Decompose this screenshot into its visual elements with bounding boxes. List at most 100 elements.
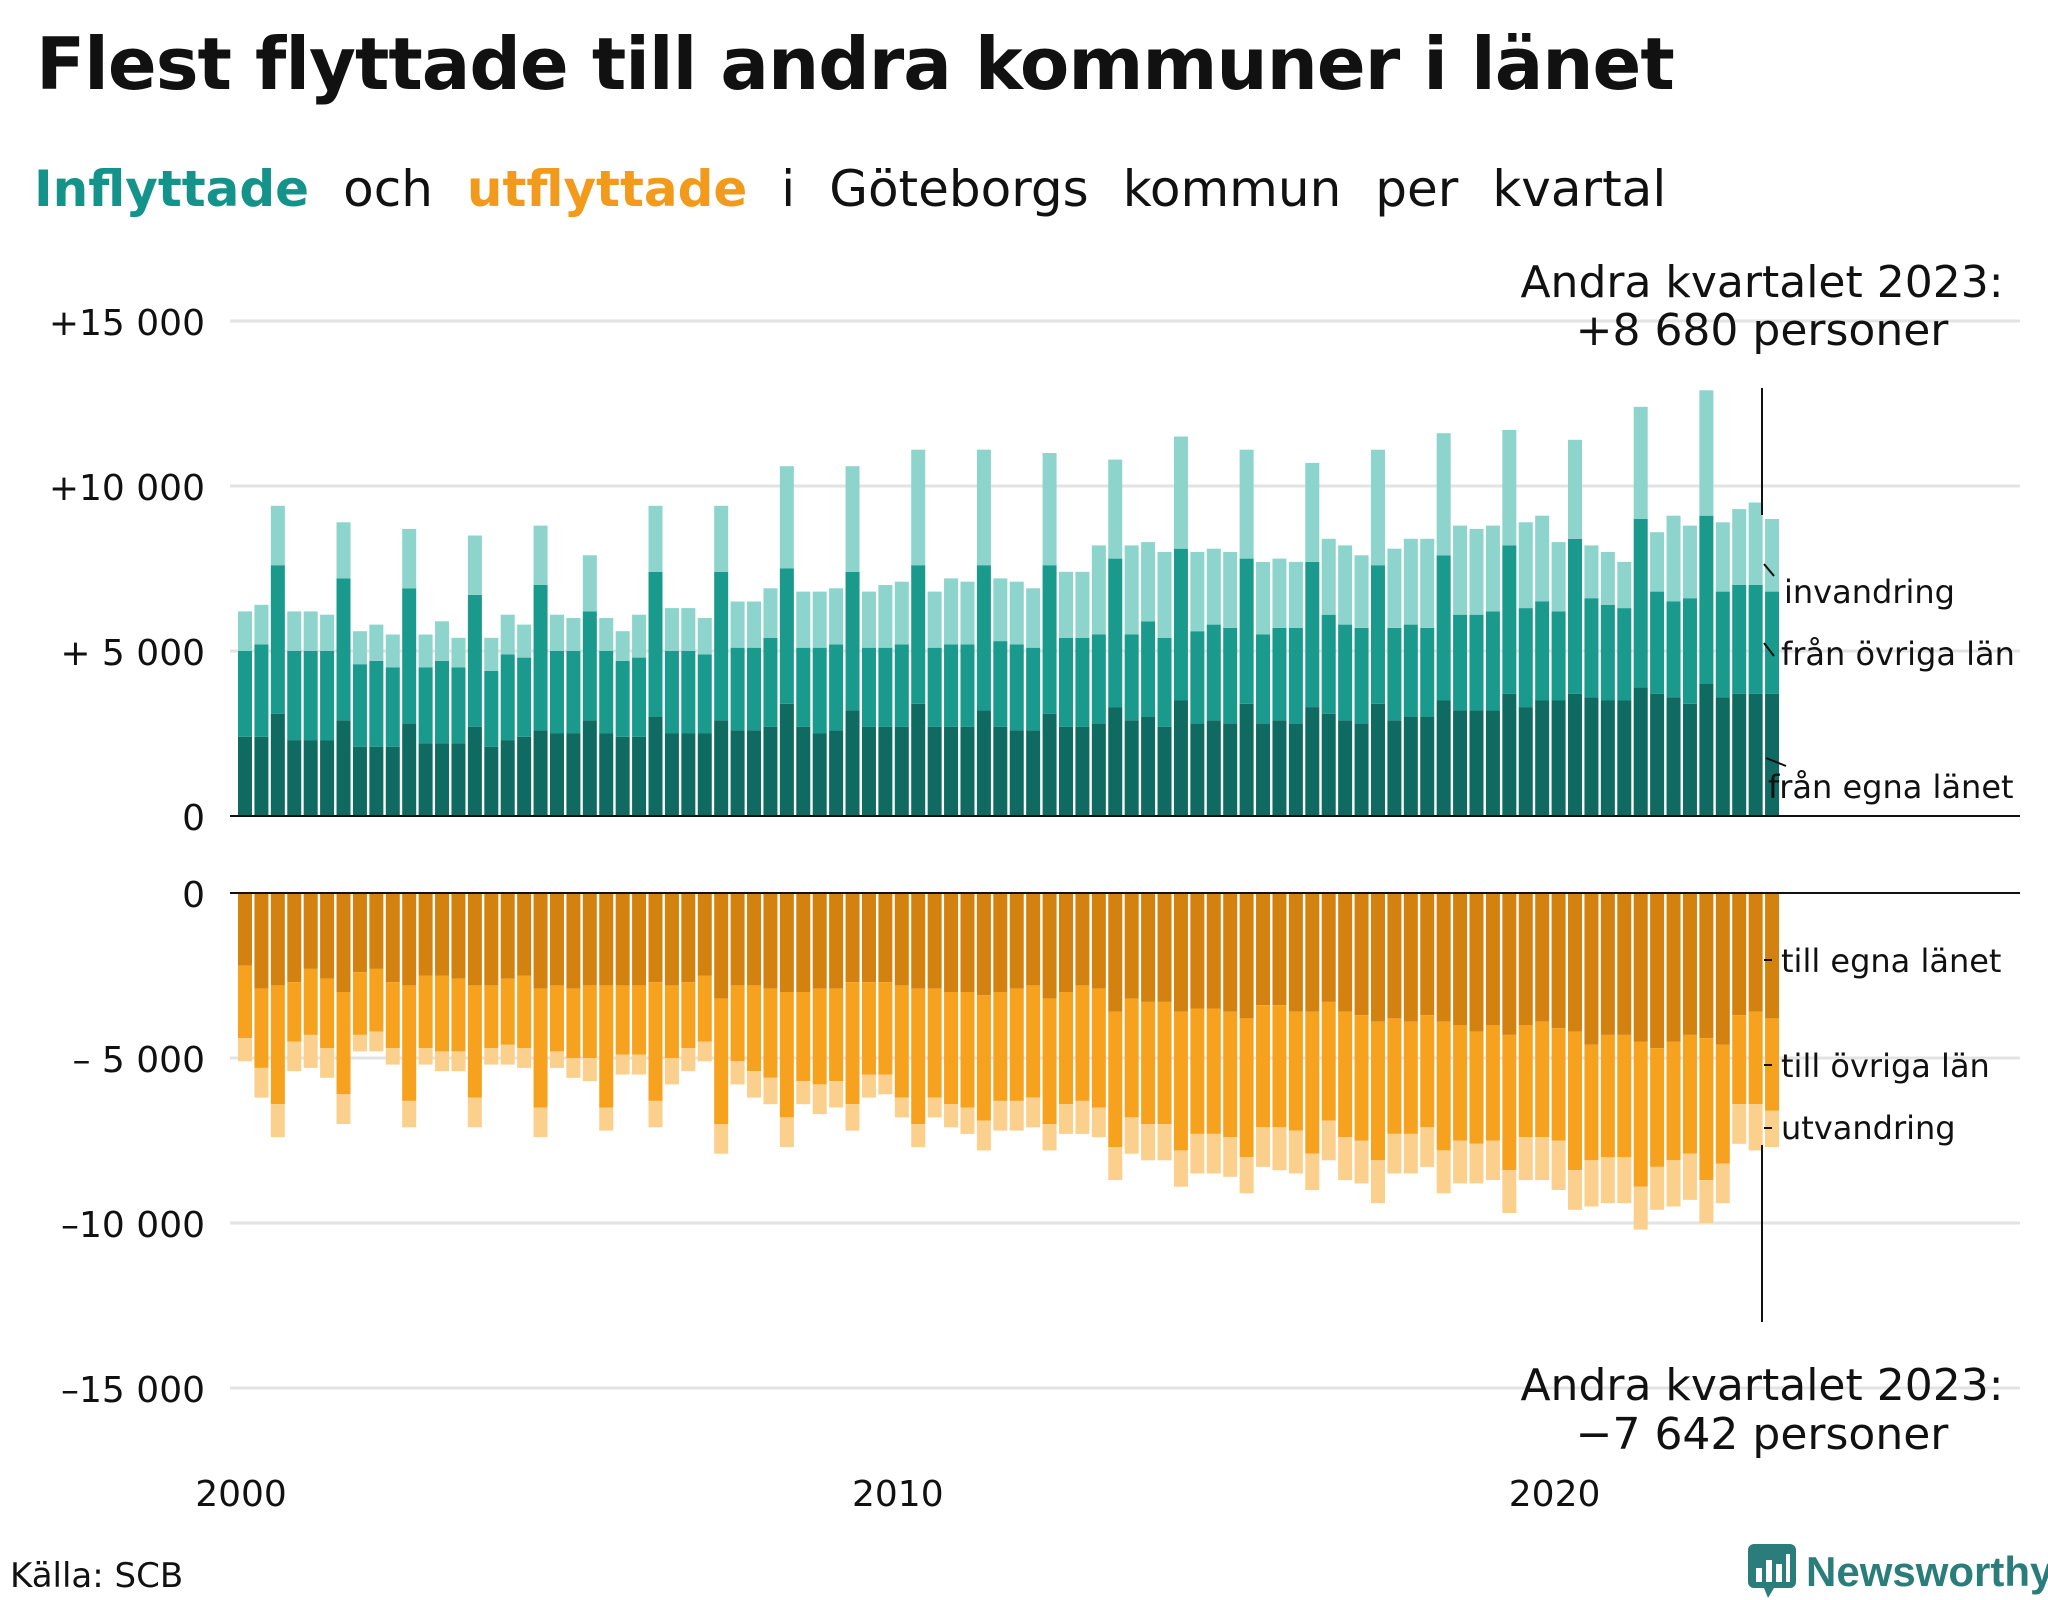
bar-inflow-own [1272,720,1287,816]
bar-outflow-other [1666,1041,1681,1161]
bar-outflow-other [927,988,942,1098]
bar-inflow-own [435,743,450,816]
bar-inflow-own [270,713,285,816]
bar-outflow-abroad [1321,1120,1336,1161]
y-tick-label: + 5 000 [60,633,205,674]
bar-outflow-other [1715,1044,1730,1164]
bar-inflow-abroad [1124,545,1139,635]
bar-inflow-other [1485,611,1500,711]
bar-inflow-abroad [1206,548,1221,625]
bar-outflow-other [1009,988,1024,1101]
subtitle-word: Göteborgs [829,160,1089,218]
bar-inflow-abroad [1518,522,1533,609]
bar-inflow-abroad [1354,555,1369,628]
bar-inflow-own [927,726,942,816]
bar-inflow-abroad [1469,528,1484,615]
bar-inflow-own [1157,726,1172,816]
bar-outflow-other [1748,1011,1763,1105]
bar-inflow-own [484,746,499,816]
bar-inflow-own [1748,693,1763,816]
bar-outflow-own [352,893,367,973]
subtitle-word: per [1375,160,1459,218]
bar-outflow-other [1485,1025,1500,1141]
bar-inflow-own [1338,720,1353,816]
bar-inflow-abroad [287,611,302,651]
bar-outflow-other [1042,998,1057,1124]
bar-outflow-other [549,985,564,1052]
bar-inflow-abroad [632,614,647,658]
bar-inflow-other [549,651,564,734]
bar-outflow-other [861,982,876,1075]
bar-outflow-abroad [1223,1137,1238,1177]
bar-inflow-abroad [402,528,417,589]
series-label-till-egna-lanet: till egna länet [1781,942,2001,980]
bar-outflow-own [1403,893,1418,1022]
bar-outflow-own [1485,893,1500,1025]
bar-outflow-own [599,893,614,986]
bar-inflow-own [369,746,384,816]
bar-outflow-own [1436,893,1451,1022]
bar-outflow-own [1288,893,1303,1012]
bar-outflow-abroad [697,1041,712,1062]
x-tick-label: 2020 [1509,1474,1601,1515]
bar-outflow-other [681,982,696,1049]
bar-outflow-other [451,978,466,1052]
bar-outflow-own [1535,893,1550,1022]
bar-inflow-abroad [911,449,926,566]
bar-outflow-own [664,893,679,986]
bar-inflow-own [467,726,482,816]
bar-outflow-abroad [369,1031,384,1052]
bar-outflow-own [1469,893,1484,1032]
bar-inflow-abroad [1272,558,1287,628]
logo-text: Newsworthy [1806,1548,2048,1595]
bar-inflow-abroad [1715,522,1730,592]
bar-outflow-other [467,985,482,1098]
bar-outflow-abroad [287,1041,302,1072]
bar-inflow-abroad [238,611,252,651]
bar-inflow-other [336,578,351,721]
bar-inflow-own [303,740,318,816]
bar-outflow-other [500,978,515,1045]
series-label-utvandring: utvandring [1781,1109,1956,1147]
bar-outflow-own [714,893,729,999]
y-tick-label: –10 000 [61,1205,205,1246]
bar-inflow-other [303,651,318,741]
bar-inflow-abroad [385,634,400,668]
bar-inflow-abroad [664,608,679,651]
bar-outflow-abroad [1551,1140,1566,1190]
bar-outflow-own [747,893,762,986]
bar-outflow-abroad [632,1054,647,1075]
bar-outflow-own [1223,893,1238,1012]
bar-inflow-abroad [1765,519,1780,592]
bar-outflow-own [681,893,696,983]
bar-inflow-abroad [1256,561,1271,635]
subtitle-word: kommun [1122,160,1342,218]
bar-inflow-other [451,667,466,744]
bar-outflow-own [763,893,778,989]
bar-inflow-other [435,660,450,744]
bar-outflow-other [1600,1034,1615,1157]
bar-outflow-abroad [894,1097,909,1118]
bar-outflow-abroad [1075,1100,1090,1134]
bar-outflow-abroad [1666,1160,1681,1207]
bar-outflow-other [747,985,762,1072]
bar-inflow-own [1617,700,1632,816]
bar-outflow-abroad [927,1097,942,1118]
bar-outflow-own [385,893,400,983]
bar-outflow-own [861,893,876,983]
bar-outflow-abroad [1206,1133,1221,1174]
bar-outflow-own [270,893,285,986]
bar-inflow-own [1370,703,1385,816]
bar-inflow-other [238,651,252,737]
bar-outflow-other [418,975,433,1049]
bar-inflow-abroad [615,631,630,661]
bar-inflow-other [270,565,285,714]
bar-outflow-own [944,893,959,992]
bar-outflow-own [730,893,745,986]
bar-inflow-abroad [1157,552,1172,638]
chart-title: Flest flyttade till andra kommuner i län… [36,22,1675,106]
bar-outflow-other [484,985,499,1049]
series-label-fran-ovriga-lan: från övriga län [1781,635,2015,673]
bar-outflow-abroad [681,1048,696,1072]
bar-outflow-abroad [730,1061,745,1085]
